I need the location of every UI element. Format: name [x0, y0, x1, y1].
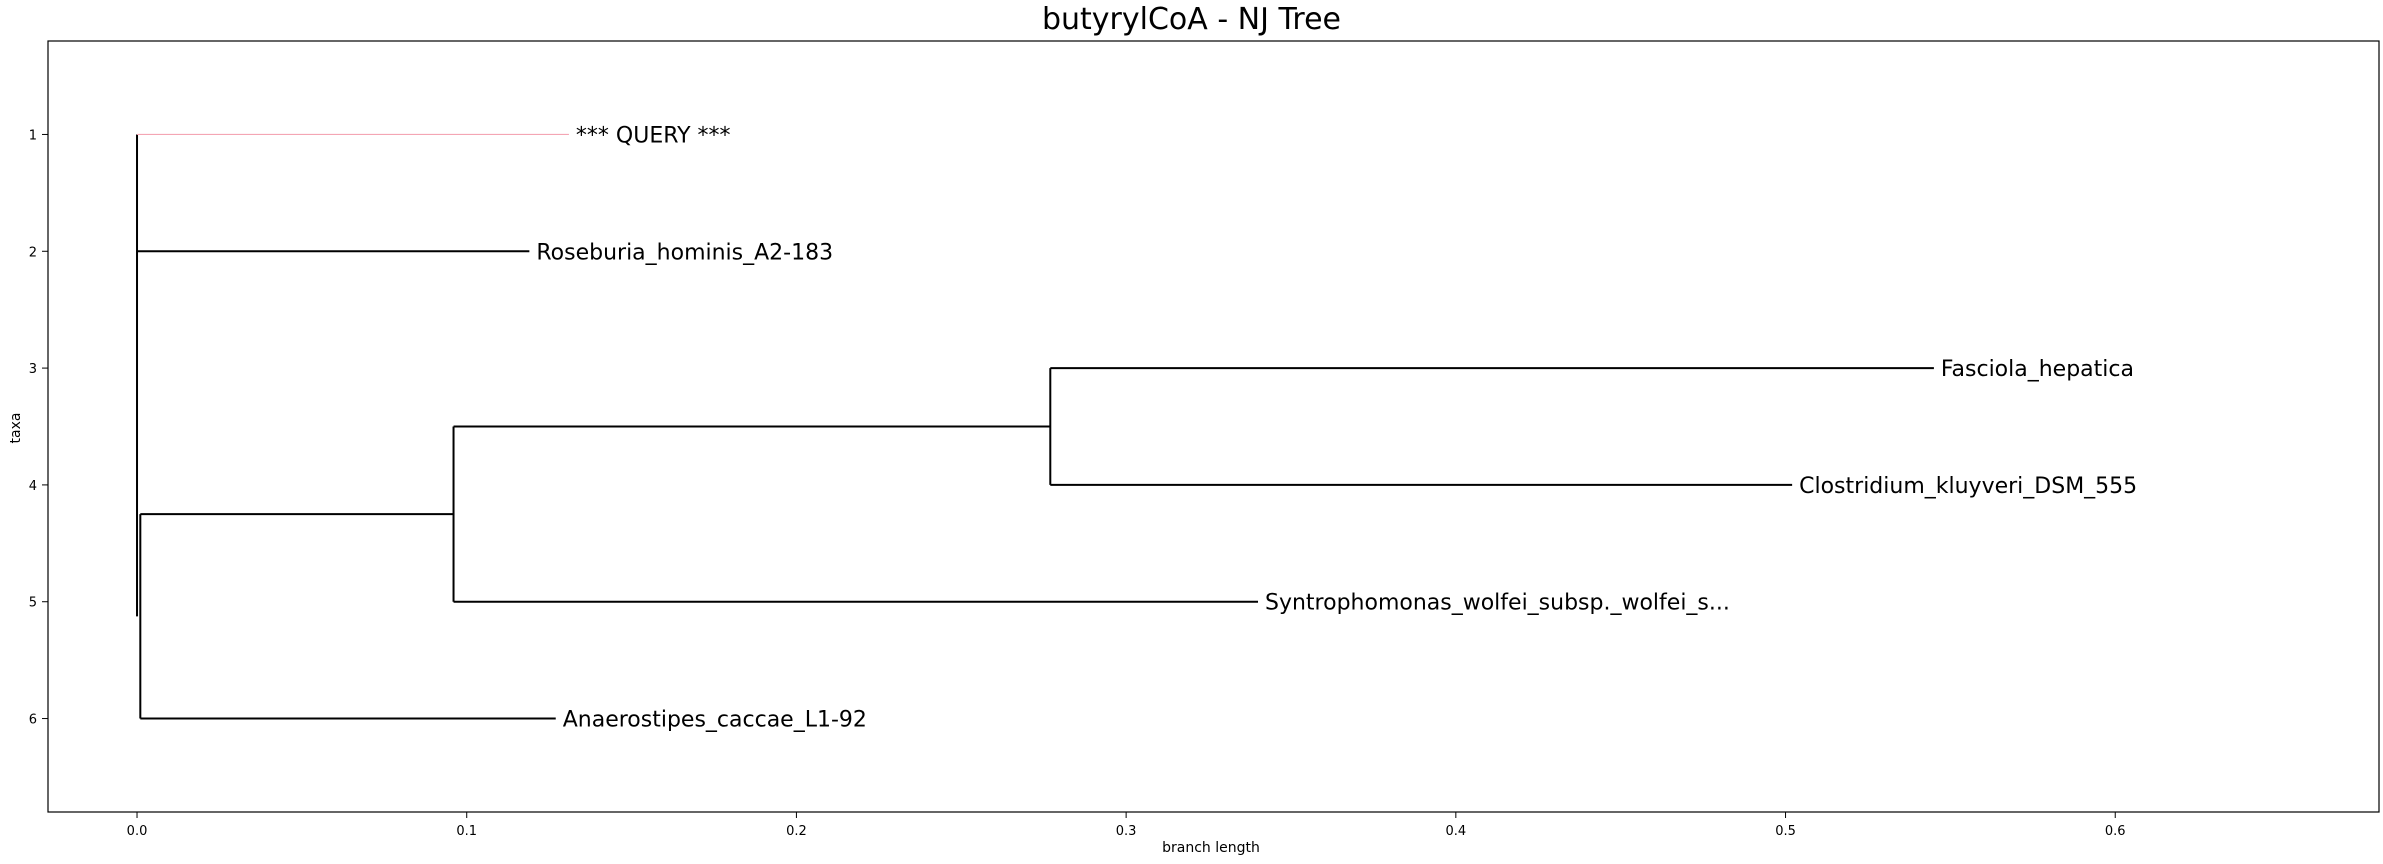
x-tick-label-6: 0.6 [2105, 824, 2126, 839]
y-tick-label-0: 1 [29, 128, 37, 143]
x-tick-label-2: 0.2 [786, 824, 807, 839]
leaf-label-5: Syntrophomonas_wolfei_subsp._wolfei_s... [1265, 591, 1730, 616]
x-tick-label-0: 0.0 [127, 824, 148, 839]
y-tick-label-1: 2 [29, 245, 37, 260]
x-axis-ticks: 0.0 0.1 0.2 0.3 0.4 0.5 0.6 [127, 812, 2126, 839]
x-tick-label-1: 0.1 [456, 824, 477, 839]
branch-lines [136, 133, 1934, 720]
leaf-label-3: Fasciola_hepatica [1941, 357, 2134, 382]
leaf-label-6: Anaerostipes_caccae_L1-92 [563, 708, 867, 733]
x-tick-label-3: 0.3 [1116, 824, 1137, 839]
x-tick-label-5: 0.5 [1775, 824, 1796, 839]
x-axis-label: branch length [1162, 840, 1260, 856]
leaf-label-4: Clostridium_kluyveri_DSM_555 [1799, 474, 2137, 499]
y-tick-label-2: 3 [29, 362, 37, 377]
x-tick-label-4: 0.4 [1445, 824, 1466, 839]
y-tick-label-4: 5 [29, 596, 37, 611]
leaf-labels: *** QUERY *** Roseburia_hominis_A2-183 Fas… [536, 123, 2137, 732]
chart-title: butyrylCoA - NJ Tree [1041, 2, 1342, 37]
leaf-label-1: *** QUERY *** [576, 123, 731, 148]
y-axis-label: taxa [8, 413, 24, 444]
y-tick-label-5: 6 [29, 713, 37, 728]
plot-area-frame [47, 40, 2380, 813]
y-axis-ticks: 1 2 3 4 5 6 [29, 128, 48, 728]
y-tick-label-3: 4 [29, 479, 37, 494]
leaf-label-2: Roseburia_hominis_A2-183 [536, 240, 833, 265]
